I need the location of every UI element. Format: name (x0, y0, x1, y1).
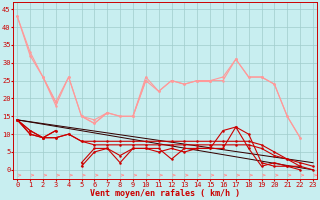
X-axis label: Vent moyen/en rafales ( km/h ): Vent moyen/en rafales ( km/h ) (90, 189, 240, 198)
